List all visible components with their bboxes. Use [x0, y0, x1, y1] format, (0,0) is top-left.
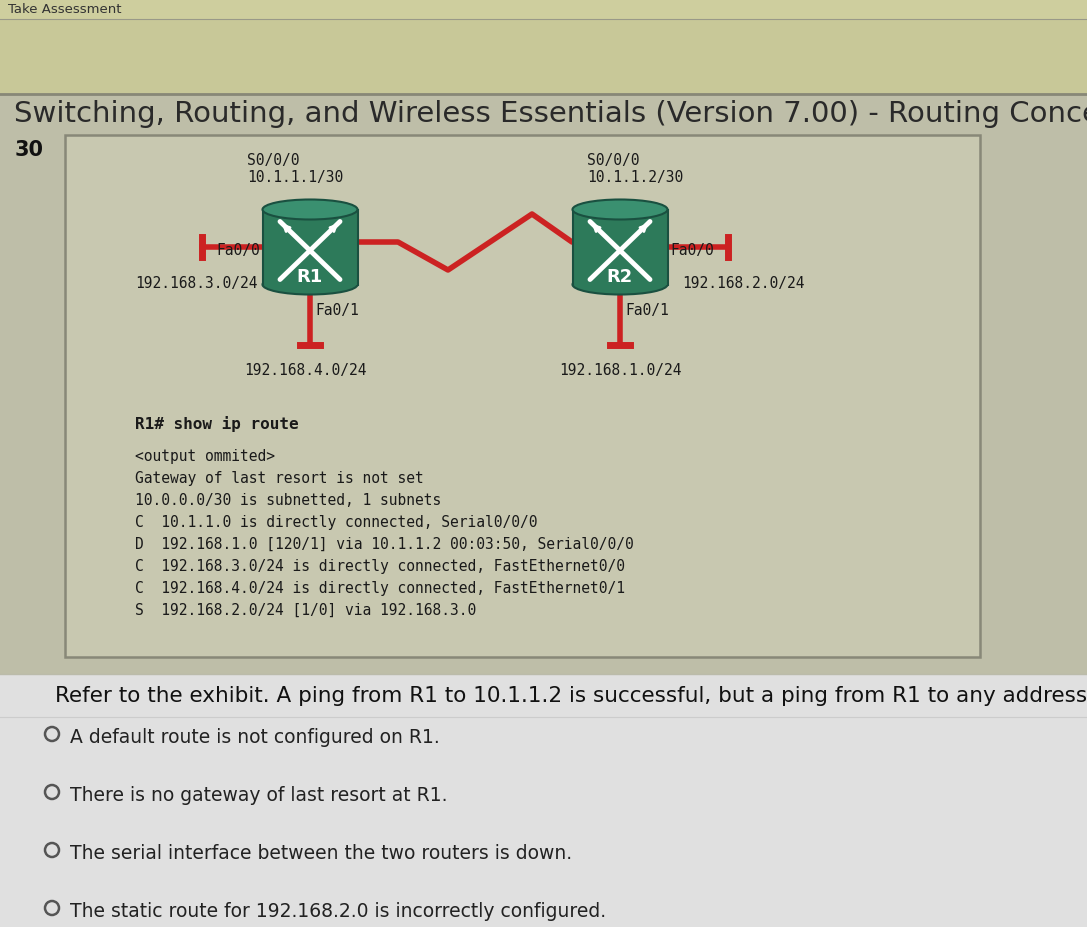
Bar	[0, 20, 1087, 95]
Text: 30: 30	[15, 140, 43, 159]
Text: Gateway of last resort is not set: Gateway of last resort is not set	[135, 471, 424, 486]
Bar	[573, 210, 667, 286]
Bar	[0, 0, 1087, 20]
Text: 192.168.3.0/24: 192.168.3.0/24	[135, 275, 258, 291]
Text: There is no gateway of last resort at R1.: There is no gateway of last resort at R1…	[70, 785, 448, 804]
Ellipse shape	[262, 275, 358, 295]
Text: Take Assessment: Take Assessment	[8, 3, 122, 16]
Bar	[0, 674, 1087, 927]
Text: The serial interface between the two routers is down.: The serial interface between the two rou…	[70, 843, 572, 862]
Text: <output ommited>: <output ommited>	[135, 449, 275, 464]
Text: S  192.168.2.0/24 [1/0] via 192.168.3.0: S 192.168.2.0/24 [1/0] via 192.168.3.0	[135, 603, 476, 617]
Text: S0/0/0
10.1.1.1/30: S0/0/0 10.1.1.1/30	[247, 153, 343, 185]
Text: 10.0.0.0/30 is subnetted, 1 subnets: 10.0.0.0/30 is subnetted, 1 subnets	[135, 492, 441, 507]
Text: R1: R1	[297, 268, 323, 286]
Text: R2: R2	[607, 268, 633, 286]
Text: D  192.168.1.0 [120/1] via 10.1.1.2 00:03:50, Serial0/0/0: D 192.168.1.0 [120/1] via 10.1.1.2 00:03…	[135, 537, 634, 552]
FancyBboxPatch shape	[65, 136, 980, 657]
Bar	[0, 95, 1087, 674]
Text: R1# show ip route: R1# show ip route	[135, 415, 299, 432]
Text: Switching, Routing, and Wireless Essentials (Version 7.00) - Routing Concepts a: Switching, Routing, and Wireless Essenti…	[14, 100, 1087, 128]
Text: Refer to the exhibit. A ping from R1 to 10.1.1.2 is successful, but a ping from : Refer to the exhibit. A ping from R1 to …	[55, 685, 1087, 705]
Ellipse shape	[573, 275, 667, 295]
Text: 192.168.1.0/24: 192.168.1.0/24	[559, 362, 682, 377]
Text: C  10.1.1.0 is directly connected, Serial0/0/0: C 10.1.1.0 is directly connected, Serial…	[135, 514, 537, 529]
Text: C  192.168.4.0/24 is directly connected, FastEthernet0/1: C 192.168.4.0/24 is directly connected, …	[135, 580, 625, 595]
Bar	[262, 210, 358, 286]
Text: Fa0/1: Fa0/1	[625, 303, 669, 318]
Text: S0/0/0
10.1.1.2/30: S0/0/0 10.1.1.2/30	[587, 153, 683, 185]
Text: A default route is not configured on R1.: A default route is not configured on R1.	[70, 727, 440, 746]
Ellipse shape	[262, 200, 358, 221]
Text: Fa0/0: Fa0/0	[670, 243, 714, 258]
Text: 192.168.2.0/24: 192.168.2.0/24	[682, 275, 804, 291]
Ellipse shape	[573, 200, 667, 221]
Text: The static route for 192.168.2.0 is incorrectly configured.: The static route for 192.168.2.0 is inco…	[70, 901, 607, 920]
Text: Fa0/0: Fa0/0	[216, 243, 260, 258]
Text: Fa0/1: Fa0/1	[315, 303, 359, 318]
Text: 192.168.4.0/24: 192.168.4.0/24	[243, 362, 366, 377]
Text: C  192.168.3.0/24 is directly connected, FastEthernet0/0: C 192.168.3.0/24 is directly connected, …	[135, 558, 625, 574]
